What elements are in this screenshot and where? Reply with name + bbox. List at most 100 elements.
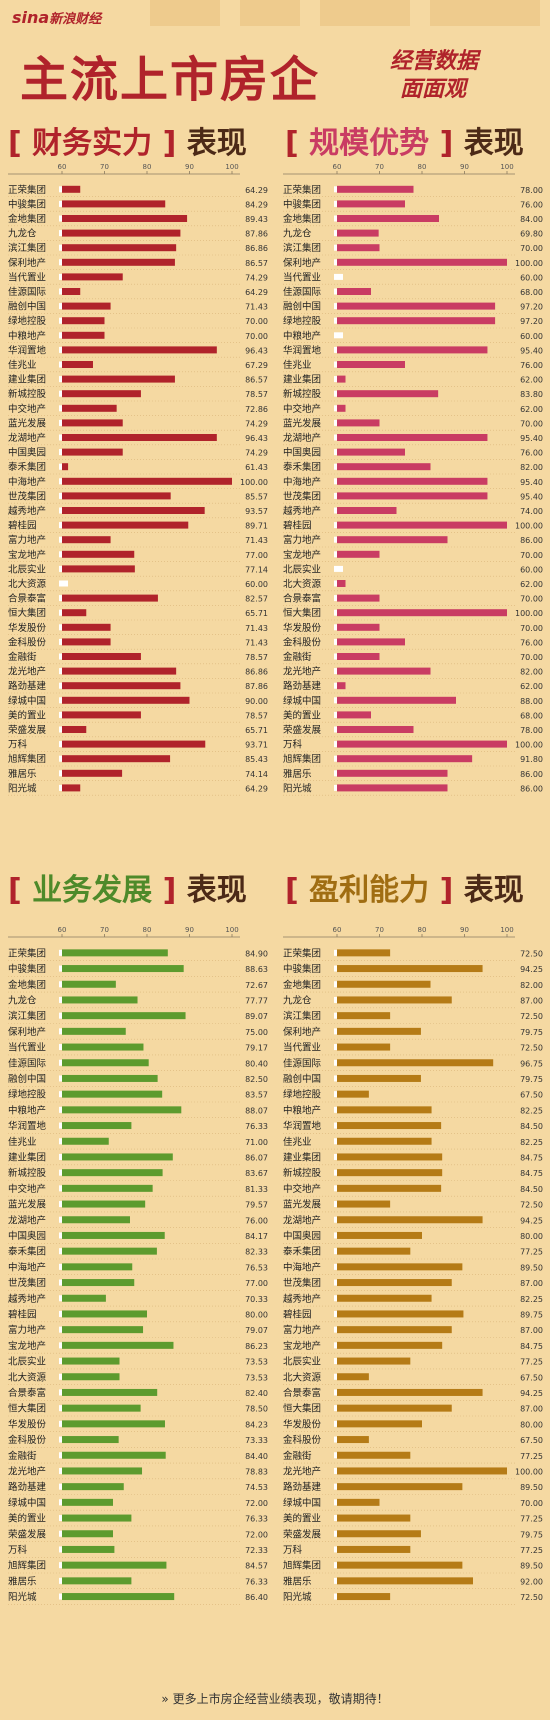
value-label: 96.43 <box>245 434 268 443</box>
bar <box>62 949 168 957</box>
bar-row: 泰禾集团 82.00 <box>283 461 543 475</box>
bar-row: 路劲基建 87.86 <box>8 680 268 694</box>
bar-row: 佳源国际 64.29 <box>8 286 268 300</box>
bar <box>62 1012 186 1020</box>
bar <box>62 361 93 368</box>
tick-label: 80 <box>418 926 427 934</box>
category-label: 佳源国际 <box>8 286 47 298</box>
bar <box>337 609 507 617</box>
bar <box>62 1436 119 1444</box>
category-label: 佳源国际 <box>283 1057 322 1069</box>
category-label: 正荣集团 <box>8 184 46 196</box>
bar <box>337 419 380 427</box>
bar-row: 中海地产 89.50 <box>283 1261 543 1276</box>
bar-row: 美的置业 77.25 <box>283 1513 543 1527</box>
value-label: 65.71 <box>245 726 268 735</box>
category-label: 佳兆业 <box>8 359 37 371</box>
category-label: 正荣集团 <box>8 947 46 959</box>
x-axis: 60 70 80 90 100 <box>283 163 515 175</box>
bar-row: 北大资源 60.00 <box>8 578 268 592</box>
bar-row: 宝龙地产 70.00 <box>283 549 543 562</box>
bar-row: 北大资源 67.50 <box>283 1371 543 1385</box>
bar-base <box>334 273 343 280</box>
bar-base <box>334 332 343 339</box>
bar-row: 世茂集团 77.00 <box>8 1277 268 1291</box>
value-label: 82.50 <box>245 1075 268 1084</box>
bar-row: 华润置地 76.33 <box>8 1120 268 1134</box>
category-label: 华发股份 <box>283 1418 322 1430</box>
value-label: 82.25 <box>520 1138 543 1147</box>
category-label: 当代置业 <box>8 271 46 283</box>
category-label: 滨江集团 <box>8 1010 46 1022</box>
value-label: 100.00 <box>515 609 543 618</box>
header-decoration <box>240 0 300 26</box>
category-label: 新城控股 <box>8 388 47 400</box>
bar <box>62 1530 113 1538</box>
bar <box>62 1059 149 1067</box>
tick-label: 80 <box>418 163 427 171</box>
bar-row: 当代置业 72.50 <box>283 1042 543 1056</box>
category-label: 九龙仓 <box>8 994 37 1006</box>
section-title-profit: [ 盈利能力 ] 表现 <box>285 865 524 909</box>
value-label: 74.00 <box>520 507 543 516</box>
category-label: 万科 <box>283 1544 303 1556</box>
value-label: 64.29 <box>245 288 268 297</box>
bar-row: 合景泰富 82.57 <box>8 593 268 606</box>
bar <box>337 1341 443 1349</box>
category-label: 世茂集团 <box>283 490 321 502</box>
value-label: 76.53 <box>245 1263 268 1272</box>
value-label: 84.75 <box>520 1342 543 1351</box>
category-label: 中粮地产 <box>283 330 321 342</box>
bar <box>337 1090 369 1098</box>
category-label: 金融街 <box>283 1450 312 1462</box>
value-label: 62.00 <box>520 405 543 414</box>
bar <box>62 726 87 733</box>
bar-row: 恒大集团 87.00 <box>283 1403 543 1417</box>
category-label: 建业集团 <box>8 374 46 386</box>
value-label: 72.86 <box>245 405 268 414</box>
category-label: 路劲基建 <box>8 680 47 692</box>
bar <box>337 1373 369 1381</box>
value-label: 79.75 <box>520 1028 543 1037</box>
bar <box>62 200 166 208</box>
category-label: 华润置地 <box>283 344 322 356</box>
value-label: 84.50 <box>520 1122 543 1131</box>
bar-row: 旭辉集团 85.43 <box>8 753 268 767</box>
bar <box>62 317 105 325</box>
value-label: 86.86 <box>245 244 268 253</box>
value-label: 96.43 <box>245 346 268 355</box>
category-label: 龙湖地产 <box>283 432 321 444</box>
bar-row: 旭辉集团 84.57 <box>8 1560 268 1574</box>
bar-row: 九龙仓 77.77 <box>8 994 268 1009</box>
bar-row: 佳源国际 96.75 <box>283 1057 543 1071</box>
value-label: 84.90 <box>245 949 268 958</box>
bar <box>337 346 488 354</box>
bar <box>62 331 105 339</box>
bracket-left: [ <box>8 873 22 908</box>
bar-row: 路劲基建 89.50 <box>283 1481 543 1495</box>
category-label: 当代置业 <box>283 271 321 283</box>
bar-row: 碧桂园 89.75 <box>283 1308 543 1323</box>
bar <box>62 346 217 354</box>
bar-row: 佳兆业 67.29 <box>8 359 268 373</box>
bar <box>337 638 405 646</box>
bar <box>337 288 371 295</box>
bar <box>62 1247 157 1255</box>
bar-row: 雅居乐 92.00 <box>283 1575 543 1590</box>
bar <box>62 1122 132 1130</box>
bar-row: 恒大集团 65.71 <box>8 607 268 621</box>
bar-row: 新城控股 83.80 <box>283 388 543 402</box>
bar <box>337 1388 483 1396</box>
tick-label: 100 <box>500 163 513 171</box>
bar <box>62 1420 165 1428</box>
bar-row: 当代置业 79.17 <box>8 1042 268 1056</box>
value-label: 71.43 <box>245 303 268 312</box>
tick-label: 80 <box>143 163 152 171</box>
category-label: 佳兆业 <box>283 1136 312 1148</box>
value-label: 85.57 <box>245 492 268 501</box>
bar-row: 阳光城 86.00 <box>283 782 543 796</box>
category-label: 中海地产 <box>283 476 321 488</box>
value-label: 70.00 <box>520 419 543 428</box>
bar-row: 绿地控股 97.20 <box>283 315 543 329</box>
value-label: 78.00 <box>520 726 543 735</box>
